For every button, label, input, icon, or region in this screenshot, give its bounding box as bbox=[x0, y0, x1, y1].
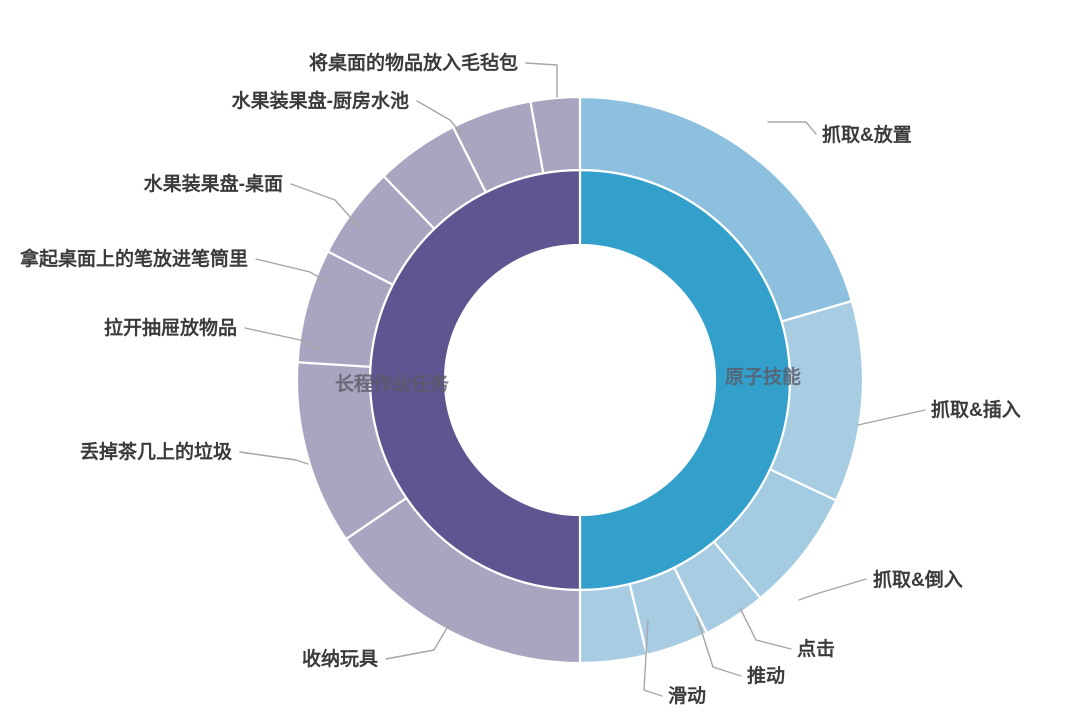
outer-ring bbox=[295, 95, 865, 665]
outer-label-items_into_bag: 将桌面的物品放入毛毡包 bbox=[309, 51, 518, 74]
outer-label-fruit_plate_table: 水果装果盘-桌面 bbox=[144, 172, 283, 195]
leader-line-click bbox=[739, 607, 792, 650]
outer-label-slide: 滑动 bbox=[668, 685, 706, 707]
inner-label-atomic_skill: 原子技能 bbox=[725, 365, 801, 388]
leader-lines bbox=[239, 62, 926, 697]
leader-line-throw_trash bbox=[239, 451, 309, 465]
outer-label-store_toys: 收纳玩具 bbox=[302, 647, 378, 670]
leader-line-grasp_place bbox=[767, 121, 817, 135]
outer-ring-slice[interactable] bbox=[529, 95, 582, 175]
leader-line-slide bbox=[643, 619, 663, 697]
leader-line-push bbox=[696, 616, 742, 677]
outer-label-grasp_insert: 抓取&插入 bbox=[931, 398, 1021, 421]
outer-label-throw_trash: 丢掉茶几上的垃圾 bbox=[80, 440, 233, 463]
leader-line-grasp_pour bbox=[798, 578, 867, 601]
leader-line-items_into_bag bbox=[525, 62, 558, 98]
outer-label-click: 点击 bbox=[797, 638, 835, 660]
inner-label-long_horizon_task: 长程作业任务 bbox=[335, 372, 450, 395]
leader-line-grasp_insert bbox=[857, 409, 926, 426]
outer-label-fruit_plate_sink: 水果装果盘-厨房水池 bbox=[232, 89, 409, 112]
outer-label-grasp_pour: 抓取&倒入 bbox=[873, 568, 963, 591]
leader-line-open_drawer bbox=[244, 327, 318, 350]
inner-slice-labels: 原子技能 长程作业任务 bbox=[335, 365, 801, 395]
outer-label-pen_holder: 拿起桌面上的笔放进笔筒里 bbox=[19, 247, 248, 270]
outer-label-open_drawer: 拉开抽屉放物品 bbox=[104, 316, 237, 339]
outer-label-grasp_place: 抓取&放置 bbox=[822, 123, 912, 146]
leader-line-fruit_plate_table bbox=[290, 183, 361, 229]
leader-line-fruit_plate_sink bbox=[416, 100, 467, 140]
leader-line-pen_holder bbox=[255, 258, 331, 285]
outer-label-push: 推动 bbox=[747, 664, 785, 687]
leader-line-store_toys bbox=[385, 625, 449, 660]
